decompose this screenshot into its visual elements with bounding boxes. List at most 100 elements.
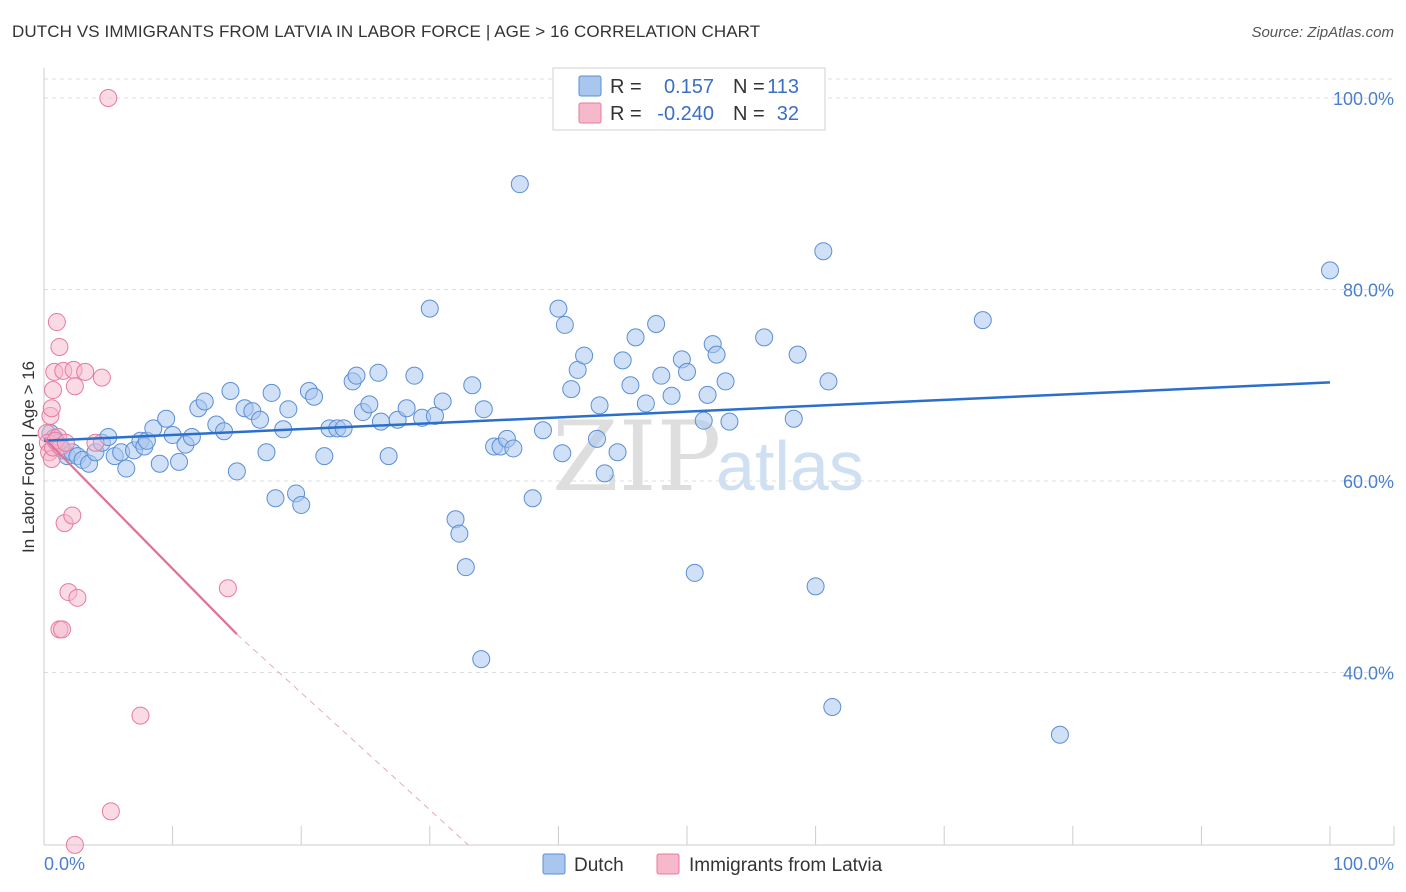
- dutch-point: [257, 443, 276, 462]
- dutch-point: [397, 399, 416, 418]
- legend-r-value-latvia: -0.240: [657, 103, 714, 125]
- bottom-legend: Dutch Immigrants from Latvia: [542, 853, 883, 876]
- dutch-point: [973, 311, 992, 330]
- latvia-trend-line: [43, 437, 238, 635]
- dutch-point: [533, 421, 552, 440]
- dutch-point: [450, 524, 469, 543]
- dutch-point: [590, 396, 609, 415]
- legend-n-value-latvia: 32: [777, 103, 799, 125]
- latvia-point: [131, 706, 150, 725]
- dutch-point: [305, 387, 324, 406]
- dutch-point: [707, 345, 726, 364]
- latvia-point: [53, 620, 72, 639]
- latvia-point: [76, 362, 95, 381]
- legend-r-label-latvia: R =: [610, 103, 642, 125]
- dutch-point: [608, 443, 627, 462]
- latvia-points: [37, 89, 237, 854]
- dutch-point: [823, 697, 842, 716]
- dutch-point: [694, 411, 713, 430]
- dutch-point: [819, 372, 838, 391]
- dutch-point: [472, 650, 491, 669]
- dutch-point: [720, 412, 739, 431]
- dutch-point: [150, 454, 169, 473]
- legend-swatch-dutch: [578, 75, 602, 97]
- bottom-legend-label-dutch: Dutch: [574, 855, 624, 876]
- latvia-point: [218, 579, 237, 598]
- dutch-point: [636, 394, 655, 413]
- dutch-point: [227, 462, 246, 481]
- dutch-point: [170, 452, 189, 471]
- y-axis-label: In Labor Force | Age > 16: [19, 361, 38, 553]
- dutch-points: [41, 175, 1339, 744]
- chart-title: DUTCH VS IMMIGRANTS FROM LATVIA IN LABOR…: [12, 22, 761, 41]
- latvia-point: [86, 433, 105, 452]
- latvia-point: [65, 377, 84, 396]
- source-label: Source: ZipAtlas.com: [1251, 24, 1394, 41]
- dutch-point: [157, 409, 176, 428]
- dutch-point: [279, 400, 298, 419]
- dutch-point: [613, 351, 632, 370]
- dutch-point: [678, 362, 696, 381]
- dutch-point: [474, 400, 493, 419]
- x-tick-label-max: 100.0%: [1333, 854, 1394, 874]
- latvia-point: [50, 337, 69, 356]
- dutch-point: [523, 489, 542, 508]
- dutch-point: [662, 386, 681, 405]
- y-tick-labels: 40.0% 60.0% 80.0% 100.0%: [1333, 89, 1394, 684]
- latvia-trend-extension: [236, 633, 469, 846]
- dutch-point: [117, 459, 136, 478]
- dutch-point: [549, 299, 568, 318]
- dutch-point: [262, 383, 281, 402]
- dutch-point: [510, 175, 529, 194]
- dutch-point: [221, 381, 240, 400]
- legend-swatch-latvia: [578, 102, 602, 124]
- latvia-point: [63, 506, 82, 525]
- dutch-point: [182, 427, 201, 446]
- dutch-point: [463, 376, 482, 395]
- latvia-point: [101, 802, 120, 821]
- dutch-point: [562, 380, 581, 399]
- dutch-point: [647, 314, 666, 333]
- dutch-point: [587, 429, 606, 448]
- dutch-point: [420, 299, 439, 318]
- dutch-point: [292, 495, 311, 514]
- dutch-point: [456, 558, 475, 577]
- legend-r-label-dutch: R =: [610, 76, 642, 98]
- dutch-point: [369, 363, 388, 382]
- latvia-point: [42, 399, 61, 418]
- dutch-point: [405, 366, 424, 385]
- dutch-point: [360, 395, 379, 414]
- latvia-point: [47, 313, 66, 332]
- legend-n-label-dutch: N =: [733, 76, 765, 98]
- dutch-point: [379, 447, 398, 466]
- dutch-point: [347, 366, 366, 385]
- latvia-point: [68, 588, 87, 607]
- bottom-legend-swatch-dutch: [542, 853, 566, 875]
- dutch-point: [425, 406, 444, 425]
- y-tick-label: 100.0%: [1333, 89, 1394, 109]
- legend: R = 0.157 N = 113 R = -0.240 N = 32: [552, 67, 826, 131]
- latvia-point: [65, 835, 84, 854]
- x-ticks: [172, 826, 1395, 845]
- latvia-point: [56, 433, 75, 452]
- watermark: ZIP atlas: [552, 401, 864, 513]
- legend-n-label-latvia: N =: [733, 103, 765, 125]
- dutch-point: [553, 444, 572, 463]
- dutch-point: [575, 346, 594, 365]
- dutch-point: [806, 577, 825, 596]
- dutch-point: [555, 315, 574, 334]
- dutch-point: [266, 489, 285, 508]
- dutch-point: [626, 328, 645, 347]
- bottom-legend-swatch-latvia: [656, 853, 680, 875]
- y-tick-label: 40.0%: [1343, 664, 1394, 684]
- legend-r-value-dutch: 0.157: [664, 76, 714, 98]
- dutch-point: [685, 563, 704, 582]
- y-tick-label: 80.0%: [1343, 281, 1394, 301]
- dutch-point: [1321, 261, 1339, 280]
- dutch-point: [755, 328, 774, 347]
- dutch-point: [1050, 725, 1069, 744]
- dutch-point: [784, 409, 803, 428]
- dutch-point: [716, 372, 735, 391]
- dutch-point: [698, 385, 717, 404]
